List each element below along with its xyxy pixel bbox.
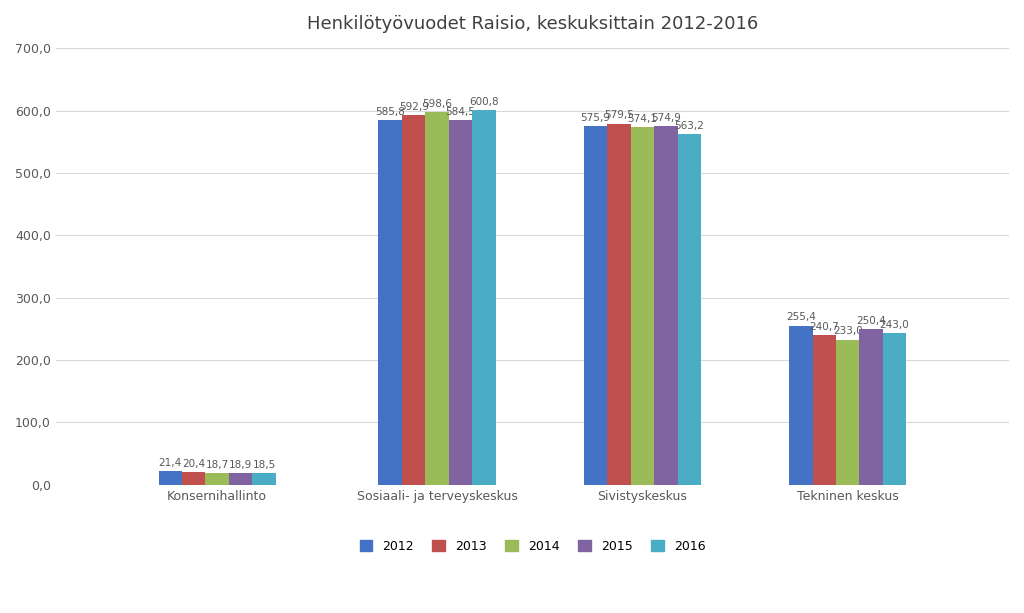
Bar (812, 335, 836, 485)
Text: 584,5: 584,5 (445, 107, 475, 117)
Text: 21,4: 21,4 (159, 459, 182, 468)
Text: 574,9: 574,9 (651, 113, 681, 123)
Text: 563,2: 563,2 (675, 121, 705, 131)
Text: 600,8: 600,8 (469, 97, 499, 107)
Bar (159, 471, 182, 485)
Text: 240,7: 240,7 (809, 322, 839, 332)
Text: 579,5: 579,5 (604, 110, 634, 120)
Bar (654, 126, 678, 485)
Text: 255,4: 255,4 (785, 313, 816, 322)
Bar (584, 126, 607, 485)
Bar (182, 472, 206, 485)
Bar (678, 134, 701, 485)
Text: 575,9: 575,9 (581, 113, 610, 123)
Text: 20,4: 20,4 (182, 459, 205, 469)
Text: 574,1: 574,1 (628, 114, 657, 124)
Bar (402, 115, 425, 485)
Text: 18,5: 18,5 (253, 460, 275, 470)
Bar (859, 329, 883, 485)
Bar (425, 112, 449, 485)
Text: 233,0: 233,0 (833, 326, 862, 337)
Title: Henkilötyövuodet Raisio, keskuksittain 2012-2016: Henkilötyövuodet Raisio, keskuksittain 2… (307, 15, 758, 33)
Text: 243,0: 243,0 (880, 320, 909, 330)
Bar (229, 473, 252, 485)
Bar (472, 110, 496, 485)
Bar (252, 473, 275, 485)
Text: 585,8: 585,8 (375, 107, 406, 116)
Text: 598,6: 598,6 (422, 99, 452, 109)
Bar (379, 120, 402, 485)
Text: 18,7: 18,7 (206, 460, 228, 470)
Bar (836, 340, 859, 485)
Text: 250,4: 250,4 (856, 316, 886, 326)
Bar (607, 124, 631, 485)
Bar (206, 473, 229, 485)
Bar (790, 326, 812, 485)
Legend: 2012, 2013, 2014, 2015, 2016: 2012, 2013, 2014, 2015, 2016 (354, 535, 711, 558)
Text: 18,9: 18,9 (229, 460, 252, 470)
Bar (883, 333, 906, 485)
Bar (631, 127, 654, 485)
Text: 592,9: 592,9 (398, 102, 429, 112)
Bar (449, 120, 472, 485)
